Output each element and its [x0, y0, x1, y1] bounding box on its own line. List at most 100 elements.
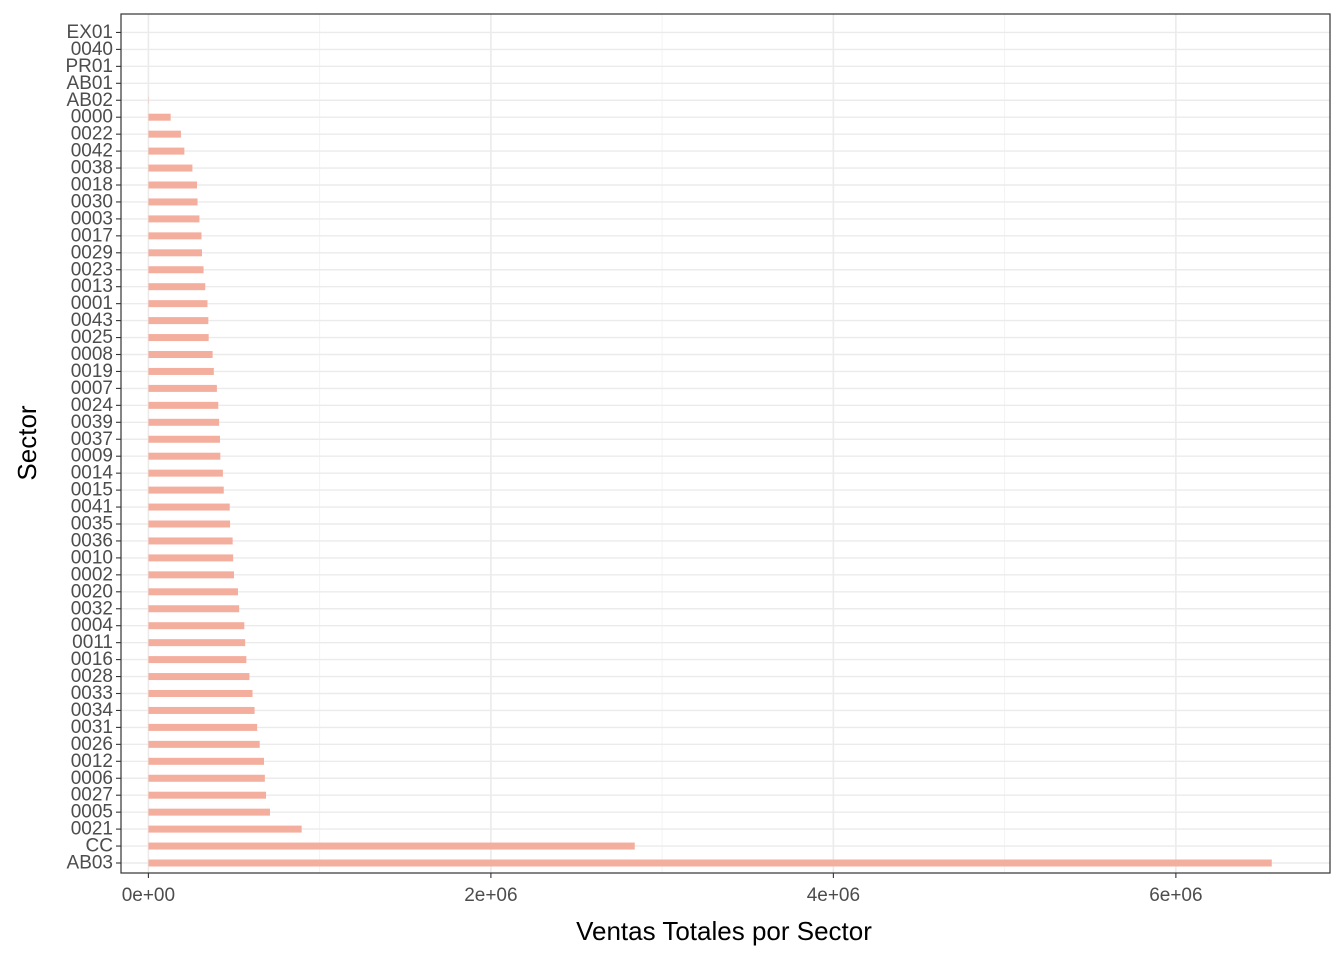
x-tick-label: 2e+06: [464, 885, 517, 906]
bar: [148, 198, 198, 206]
y-tick-label: 0011: [72, 632, 113, 653]
y-tick-label: 0009: [71, 446, 113, 467]
y-tick-label: 0014: [71, 463, 114, 484]
bar: [148, 673, 250, 681]
bar: [148, 554, 234, 562]
bar: [148, 791, 267, 799]
y-tick-label: 0021: [71, 819, 113, 840]
y-tick-label: 0042: [71, 141, 113, 162]
y-tick-label: 0000: [71, 107, 113, 128]
bar: [148, 147, 185, 155]
y-tick-label: 0019: [71, 361, 113, 382]
y-tick-label: 0041: [71, 497, 113, 518]
y-tick-label: 0027: [71, 785, 113, 806]
bar: [148, 690, 253, 697]
bar: [148, 249, 202, 257]
y-tick-label: 0007: [71, 378, 113, 399]
x-tick-label: 6e+06: [1149, 885, 1202, 906]
bar: [148, 757, 264, 765]
bar: [148, 215, 200, 223]
bar: [148, 130, 181, 138]
bar: [148, 706, 255, 714]
y-tick-label: 0022: [71, 124, 113, 145]
bars-group: [148, 96, 1272, 867]
y-tick-label: 0043: [71, 310, 113, 331]
x-axis-title: Ventas Totales por Sector: [576, 916, 872, 946]
y-tick-label: EX01: [67, 22, 113, 43]
y-tick-label: AB01: [67, 73, 113, 94]
y-tick-label: 0024: [71, 395, 114, 416]
bar: [148, 452, 221, 460]
bar: [148, 842, 635, 850]
y-axis: AB03CC0021000500270006001200260031003400…: [65, 22, 121, 874]
y-tick-label: 0029: [71, 242, 113, 263]
y-tick-label: 0035: [71, 514, 113, 535]
y-tick-label: 0032: [71, 598, 113, 619]
bar: [148, 808, 270, 816]
y-tick-label: 0031: [71, 717, 113, 738]
y-tick-label: AB03: [67, 853, 113, 874]
bar: [148, 469, 223, 477]
bar: [148, 486, 224, 494]
bar: [148, 384, 217, 392]
y-tick-label: 0008: [71, 344, 113, 365]
y-tick-label: 0028: [71, 666, 113, 687]
y-tick-label: 0039: [71, 412, 113, 433]
y-tick-label: 0006: [71, 768, 113, 789]
bar: [148, 537, 233, 545]
y-tick-label: 0033: [71, 683, 113, 704]
y-tick-label: 0005: [71, 802, 113, 823]
bar: [148, 181, 198, 189]
bar: [148, 825, 302, 833]
panel-background: [121, 14, 1330, 873]
y-tick-label: 0040: [71, 39, 113, 60]
y-tick-label: 0013: [71, 276, 113, 297]
y-tick-label: 0017: [71, 225, 113, 246]
y-tick-label: 0023: [71, 259, 113, 280]
bar: [148, 418, 220, 426]
y-tick-label: 0016: [71, 649, 113, 670]
bar: [148, 300, 208, 308]
y-tick-label: 0034: [71, 700, 114, 721]
y-tick-label: PR01: [65, 56, 113, 77]
y-tick-label: 0002: [71, 564, 113, 585]
x-tick-label: 0e+00: [122, 885, 175, 906]
bar: [148, 774, 265, 782]
bar: [148, 639, 246, 647]
bar: [148, 232, 202, 240]
bar: [148, 859, 1272, 867]
y-tick-label: CC: [86, 836, 113, 857]
bar: [148, 113, 171, 121]
y-tick-label: 0018: [71, 175, 113, 196]
y-tick-label: 0003: [71, 208, 113, 229]
y-tick-label: 0038: [71, 158, 113, 179]
bar: [148, 588, 238, 596]
x-axis: 0e+00 2e+06 4e+06 6e+06: [122, 873, 1203, 906]
y-tick-label: 0025: [71, 327, 113, 348]
bar: [148, 401, 219, 409]
y-tick-label: 0020: [71, 581, 113, 602]
plot-panel: [121, 14, 1330, 873]
y-tick-label: 0036: [71, 530, 113, 551]
y-axis-title: Sector: [12, 405, 42, 480]
y-tick-label: 0004: [71, 615, 114, 636]
bar: [148, 622, 245, 630]
y-tick-label: 0012: [71, 751, 113, 772]
bar: [148, 164, 193, 172]
bar: [148, 520, 231, 528]
bar: [148, 435, 220, 443]
x-tick-label: 4e+06: [807, 885, 860, 906]
bar: [148, 723, 258, 731]
y-tick-label: AB02: [67, 90, 113, 111]
bar: [148, 503, 230, 511]
bar: [148, 571, 235, 579]
y-tick-label: 0026: [71, 734, 113, 755]
bar: [148, 283, 206, 291]
panel-border: [120, 13, 1331, 874]
bar: [148, 605, 240, 613]
y-tick-label: 0015: [71, 480, 113, 501]
bar: [148, 740, 260, 748]
y-tick-label: 0037: [71, 429, 113, 450]
bar: [148, 317, 209, 325]
